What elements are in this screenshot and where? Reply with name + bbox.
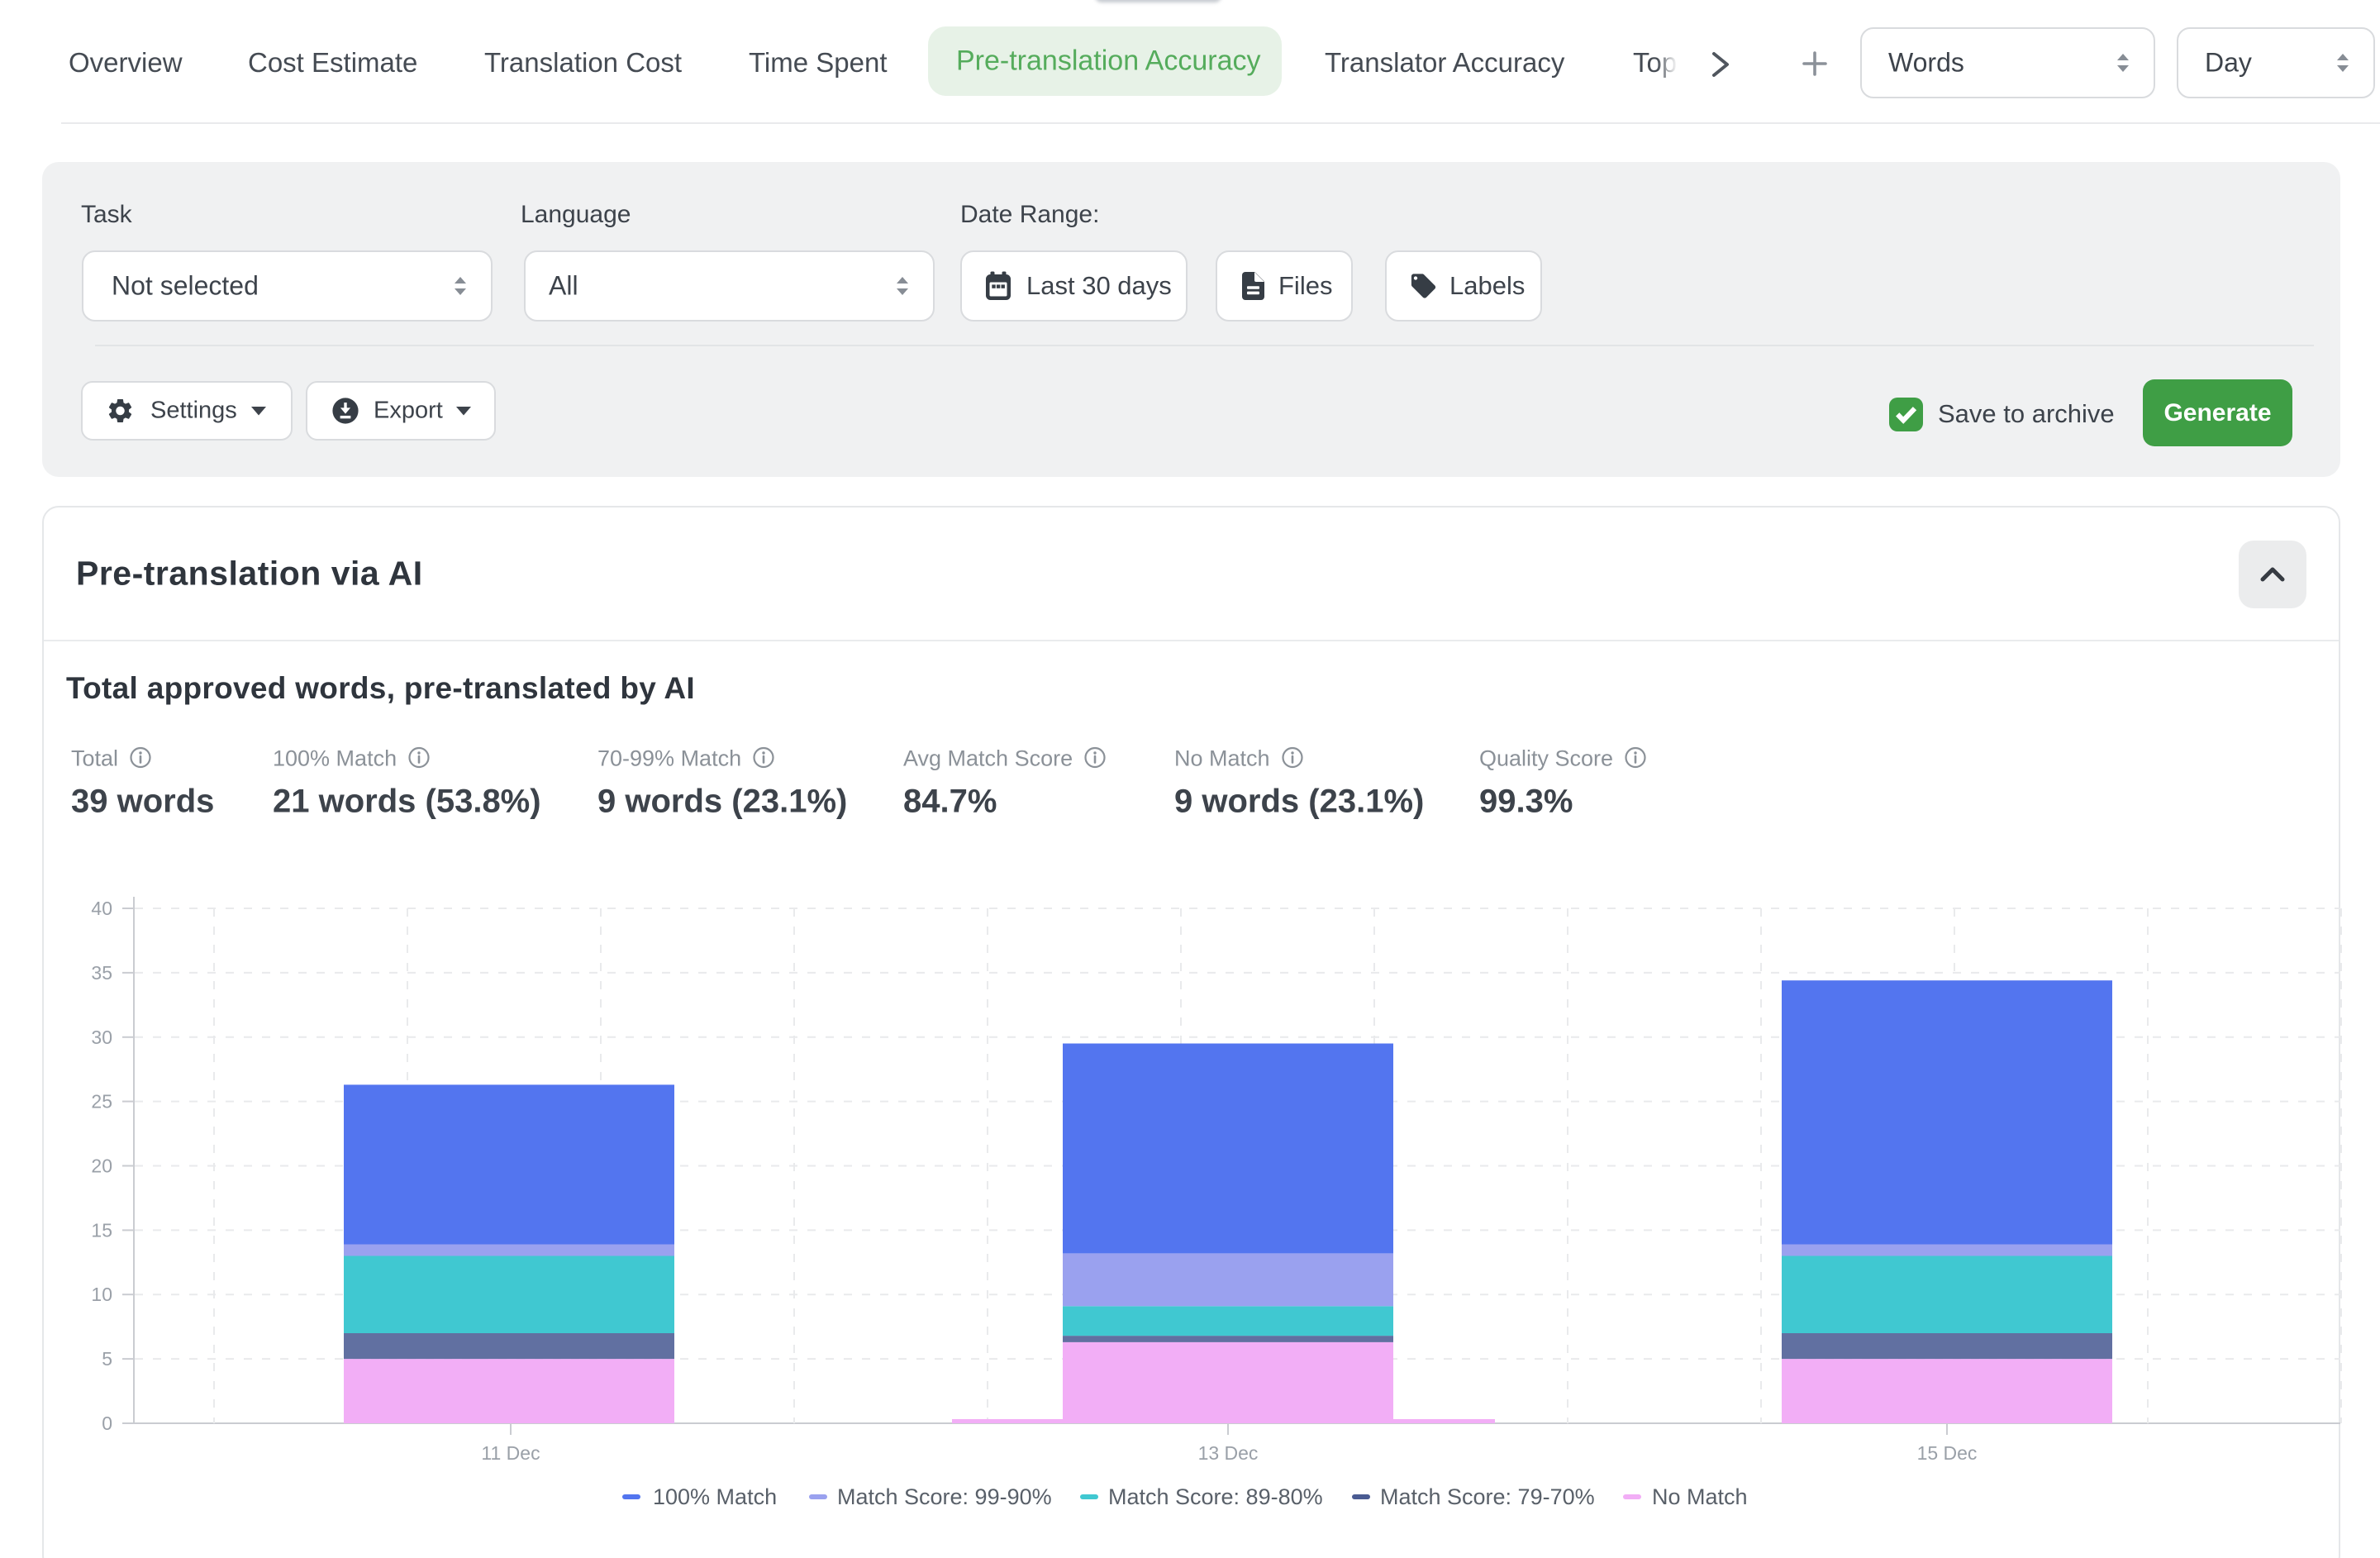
svg-text:No Match: No Match <box>1652 1484 1748 1509</box>
svg-text:10: 10 <box>91 1284 112 1305</box>
svg-text:100% Match: 100% Match <box>653 1484 777 1509</box>
svg-text:35: 35 <box>91 962 112 984</box>
svg-text:40: 40 <box>91 898 112 919</box>
svg-text:11 Dec: 11 Dec <box>481 1442 540 1464</box>
svg-text:Match Score: 79-70%: Match Score: 79-70% <box>1380 1484 1595 1509</box>
svg-text:Match Score: 99-90%: Match Score: 99-90% <box>837 1484 1052 1509</box>
svg-text:Match Score: 89-80%: Match Score: 89-80% <box>1108 1484 1323 1509</box>
svg-text:13 Dec: 13 Dec <box>1198 1442 1259 1464</box>
svg-text:30: 30 <box>91 1027 112 1048</box>
svg-text:15 Dec: 15 Dec <box>1917 1442 1978 1464</box>
svg-text:0: 0 <box>102 1413 112 1434</box>
svg-text:25: 25 <box>91 1091 112 1113</box>
svg-text:5: 5 <box>102 1348 112 1370</box>
svg-text:20: 20 <box>91 1155 112 1177</box>
svg-text:15: 15 <box>91 1219 112 1241</box>
